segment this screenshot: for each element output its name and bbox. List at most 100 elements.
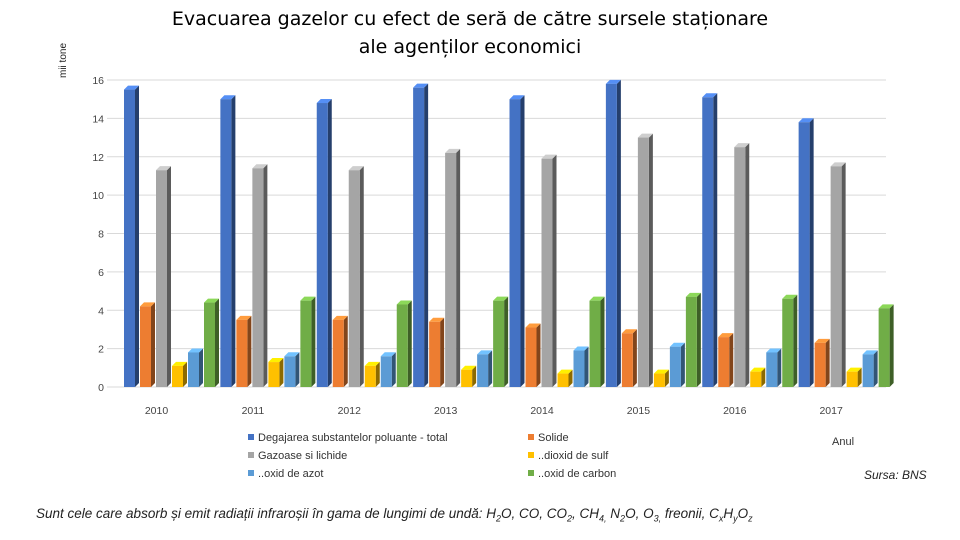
legend-label-gazoase: Gazoase si lichide <box>258 450 348 462</box>
bar-top <box>156 166 171 171</box>
bar-side <box>536 323 541 387</box>
x-tick-label: 2014 <box>530 405 554 417</box>
bar-side <box>568 369 573 387</box>
legend-item-carbon: ..oxid de carbon <box>528 468 616 480</box>
bar-front <box>798 122 810 388</box>
bar-front <box>445 152 457 387</box>
footnote-part: O, O <box>625 506 654 521</box>
bar-2010-2 <box>156 166 171 387</box>
bar-front <box>396 304 408 387</box>
bar-front <box>268 362 280 387</box>
bar-top <box>653 369 669 374</box>
bar-top <box>573 346 589 351</box>
bar-side <box>873 350 878 387</box>
bar-2011-1 <box>236 315 252 387</box>
bar-top <box>380 352 396 357</box>
y-tick-label: 0 <box>98 382 104 394</box>
bar-front <box>862 354 874 387</box>
bar-top <box>846 367 862 372</box>
bar-2010-3 <box>172 361 187 387</box>
footnote-part: H <box>723 506 734 521</box>
bar-front <box>669 346 681 387</box>
legend-item-solide: Solide <box>528 432 569 444</box>
bar-front <box>605 83 617 388</box>
bar-top <box>188 348 203 353</box>
bar-2017-1 <box>814 338 830 387</box>
bar-2012-4 <box>380 352 396 387</box>
bar-side <box>745 143 750 387</box>
bar-2013-2 <box>445 148 461 387</box>
bar-2010-1 <box>140 302 155 387</box>
bar-side <box>729 333 734 387</box>
x-axis-label: Anul <box>832 436 855 448</box>
bar-front <box>573 350 585 387</box>
y-tick-label: 16 <box>92 75 104 87</box>
bar-2015-0 <box>605 79 621 388</box>
bar-side <box>199 348 203 387</box>
bar-top <box>332 315 348 320</box>
bar-side <box>488 350 493 387</box>
footnote-part: Sunt cele care absorb și emit radiații i… <box>36 506 496 521</box>
bar-front <box>124 89 135 387</box>
footnote: Sunt cele care absorb și emit radiații i… <box>36 506 753 524</box>
bar-side <box>680 342 685 387</box>
bar-front <box>156 170 167 387</box>
bar-front <box>364 365 376 387</box>
bar-2014-5 <box>589 296 605 387</box>
bar-2015-5 <box>685 292 701 387</box>
bar-top <box>284 352 300 357</box>
bar-2012-3 <box>364 361 380 387</box>
legend-swatch-carbon <box>528 470 534 476</box>
y-tick-label: 12 <box>92 152 104 164</box>
bar-side <box>327 99 332 388</box>
footnote-part: , CH <box>572 506 600 521</box>
bar-front <box>461 369 473 387</box>
legend-swatch-sulf <box>528 452 534 458</box>
bar-front <box>541 158 553 387</box>
source-note: Sursa: BNS <box>864 468 927 482</box>
footnote-sub: 3, <box>653 513 662 524</box>
bar-top <box>589 296 605 301</box>
bar-front <box>252 168 264 387</box>
legend-label-azot: ..oxid de azot <box>258 468 324 480</box>
bar-side <box>295 352 300 387</box>
chart-title-line-1: Evacuarea gazelor cu efect de seră de că… <box>171 8 769 30</box>
bar-2015-1 <box>621 329 637 387</box>
bar-side <box>215 298 219 387</box>
x-tick-label: 2017 <box>819 405 843 417</box>
bar-front <box>300 300 312 387</box>
bar-top <box>685 292 701 297</box>
legend-swatch-gazoase <box>248 452 254 458</box>
bar-2013-3 <box>461 365 477 387</box>
legend-item-gazoase: Gazoase si lichide <box>248 450 347 462</box>
footnote-part: O, CO, CO <box>501 506 568 521</box>
bar-front <box>653 373 665 387</box>
bar-2014-2 <box>541 154 557 387</box>
bar-front <box>702 97 714 388</box>
bar-side <box>440 317 445 387</box>
bar-top <box>204 298 219 303</box>
bar-side <box>456 148 461 387</box>
x-tick-label: 2013 <box>434 405 458 417</box>
bar-2011-2 <box>252 164 268 387</box>
bar-front <box>750 371 762 387</box>
footnote-sub: x <box>718 513 724 524</box>
bar-2012-5 <box>396 300 412 387</box>
bar-side <box>263 164 268 387</box>
bar-side <box>135 85 139 387</box>
bar-2016-1 <box>718 333 734 387</box>
bar-top <box>429 317 445 322</box>
bar-front <box>525 327 537 387</box>
bar-2012-1 <box>332 315 348 387</box>
bar-side <box>825 338 830 387</box>
bar-2014-3 <box>557 369 573 387</box>
bar-front <box>220 99 232 387</box>
bar-side <box>841 162 846 387</box>
bar-front <box>814 342 826 387</box>
bar-2012-2 <box>348 166 364 387</box>
bar-front <box>621 333 633 387</box>
bar-top <box>669 342 685 347</box>
bar-2014-4 <box>573 346 589 387</box>
bar-side <box>552 154 557 387</box>
